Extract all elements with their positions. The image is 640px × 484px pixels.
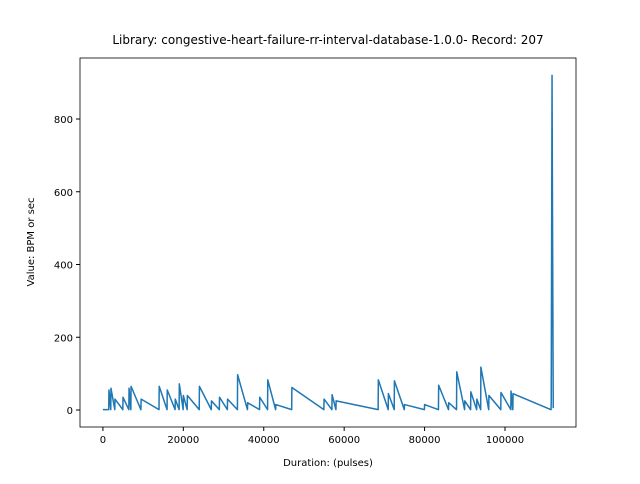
x-tick-label: 0 <box>100 435 106 446</box>
y-tick-label: 800 <box>54 115 73 126</box>
line <box>102 74 554 411</box>
y-tick-label: 400 <box>54 261 73 272</box>
x-tick-label: 80000 <box>409 435 441 446</box>
x-tick-label: 60000 <box>328 435 360 446</box>
y-tick-label: 600 <box>54 188 73 199</box>
y-tick-label: 0 <box>67 406 73 417</box>
x-axis-label: Duration: (pulses) <box>283 458 373 469</box>
x-tick-label: 100000 <box>486 435 524 446</box>
plot-frame <box>79 57 577 428</box>
x-tick-label: 20000 <box>167 435 199 446</box>
chart-title: Library: congestive-heart-failure-rr-int… <box>112 33 543 47</box>
x-tick-label: 40000 <box>248 435 280 446</box>
y-tick-label: 200 <box>54 333 73 344</box>
y-axis-label: Value: BPM or sec <box>26 198 37 287</box>
